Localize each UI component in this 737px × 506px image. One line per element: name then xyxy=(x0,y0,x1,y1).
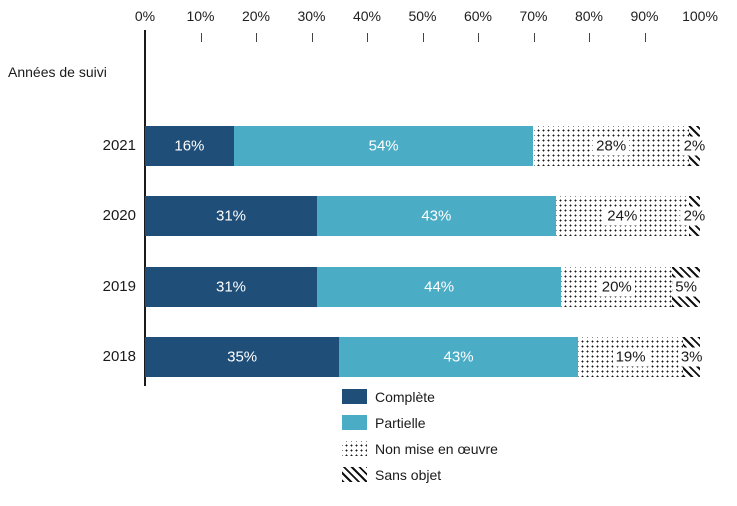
bar-value-label: 44% xyxy=(424,278,455,295)
x-tick-mark xyxy=(200,33,202,42)
bar-value-label: 28% xyxy=(593,136,630,155)
legend-swatch-complete xyxy=(342,389,367,404)
category-label: 2021 xyxy=(102,136,136,154)
bar-value-label: 3% xyxy=(677,347,706,367)
x-tick-mark xyxy=(311,33,313,42)
x-tick-mark xyxy=(533,33,535,42)
x-tick-mark xyxy=(478,33,479,42)
bar-value-label: 20% xyxy=(598,277,635,296)
bar-value-label: 43% xyxy=(443,348,474,366)
bar-segment-complete: 16% xyxy=(145,125,234,166)
bar-segment-partielle: 44% xyxy=(317,266,562,307)
bar-segment-complete: 31% xyxy=(145,196,318,236)
x-tick-mark xyxy=(256,33,257,42)
bar-segment-sans-objet: 2% xyxy=(680,196,709,236)
x-tick-label: 20% xyxy=(241,8,271,24)
x-tick-label: 30% xyxy=(297,8,326,24)
bar-value-label: 2% xyxy=(680,136,709,155)
bar-segment-sans-objet: 5% xyxy=(672,266,700,307)
x-tick-label: 60% xyxy=(463,8,493,24)
legend-item-sans-objet: Sans objet xyxy=(342,466,498,483)
legend-label: Non mise en œuvre xyxy=(375,440,498,457)
bar-value-label: 31% xyxy=(216,278,247,295)
bar-value-label: 16% xyxy=(174,137,205,154)
legend-item-partielle: Partielle xyxy=(342,414,498,431)
x-tick-mark xyxy=(422,33,424,42)
x-tick-mark xyxy=(589,33,590,42)
x-tick-label: 10% xyxy=(186,8,215,24)
x-tick-label: 90% xyxy=(630,8,659,24)
bar-segment-partielle: 43% xyxy=(317,196,556,236)
legend-item-complete: Complète xyxy=(342,388,498,405)
legend-swatch-partielle xyxy=(342,415,367,430)
legend-label: Sans objet xyxy=(375,466,442,483)
bar-value-label: 24% xyxy=(604,206,641,226)
bar-segment-non-mise-en-oeuvre: 20% xyxy=(561,266,673,307)
bar-value-label: 31% xyxy=(216,207,247,225)
x-tick-mark xyxy=(367,33,368,42)
bar-value-label: 19% xyxy=(612,347,649,367)
bar-row: 31% 43% 24% 2% xyxy=(145,196,709,236)
legend-item-non-mise-en-oeuvre: Non mise en œuvre xyxy=(342,440,498,457)
bar-segment-non-mise-en-oeuvre: 28% xyxy=(533,125,689,166)
bar-row: 35% 43% 19% 3% xyxy=(145,337,706,377)
bar-segment-partielle: 54% xyxy=(233,125,534,166)
bar-segment-complete: 31% xyxy=(145,266,318,307)
bar-segment-partielle: 43% xyxy=(339,337,578,377)
x-tick-label: 70% xyxy=(519,8,548,24)
bar-segment-non-mise-en-oeuvre: 19% xyxy=(577,337,684,377)
legend-label: Partielle xyxy=(375,414,426,431)
bar-segment-sans-objet: 3% xyxy=(677,337,706,377)
bar-row: 16% 54% 28% 2% xyxy=(145,125,709,166)
category-label: 2019 xyxy=(102,277,136,295)
bar-segment-non-mise-en-oeuvre: 24% xyxy=(555,196,689,236)
legend-swatch-non-mise-en-oeuvre xyxy=(342,441,367,456)
bar-value-label: 2% xyxy=(680,206,709,226)
bar-value-label: 54% xyxy=(368,137,399,154)
x-tick-label: 50% xyxy=(408,8,437,24)
bar-value-label: 43% xyxy=(421,207,452,225)
legend: Complète Partielle Non mise en œuvre Sans o… xyxy=(342,389,498,493)
x-tick-label: 100% xyxy=(682,8,718,24)
bar-value-label: 35% xyxy=(227,348,258,366)
x-tick-mark xyxy=(644,33,646,42)
x-tick-label: 40% xyxy=(352,8,382,24)
bar-segment-sans-objet: 2% xyxy=(680,125,709,166)
legend-label: Complète xyxy=(375,388,435,405)
x-tick-label: 0% xyxy=(134,8,156,24)
x-tick-label: 80% xyxy=(574,8,604,24)
category-label: 2020 xyxy=(102,207,136,224)
bar-row: 31% 44% 20% 5% xyxy=(145,266,700,307)
bar-segment-complete: 35% xyxy=(145,337,340,377)
bar-value-label: 5% xyxy=(672,277,700,296)
axis-title: Années de suivi xyxy=(8,64,107,80)
category-label: 2018 xyxy=(102,348,136,365)
legend-swatch-sans-objet xyxy=(342,467,367,482)
